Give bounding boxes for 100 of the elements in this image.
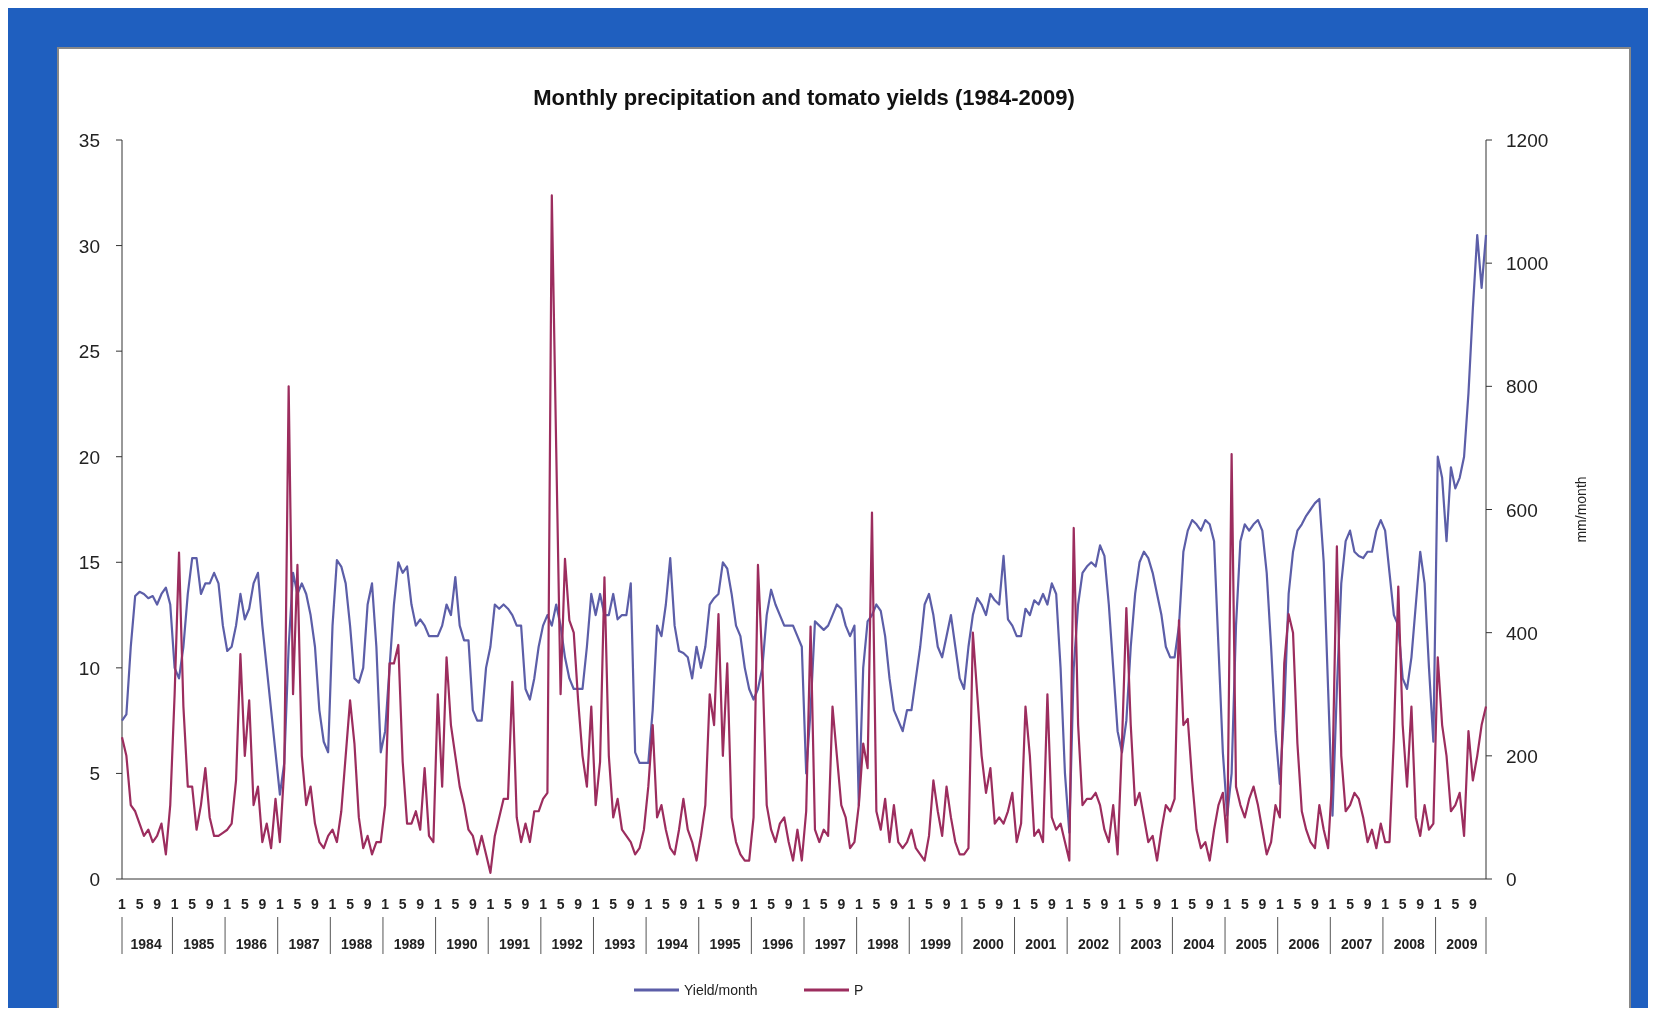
y-tick-label: 20 bbox=[78, 446, 100, 468]
legend-label: P bbox=[854, 982, 864, 998]
x-tick-label: 1 bbox=[1118, 896, 1127, 912]
x-tick-label: 5 bbox=[556, 896, 565, 912]
x-tick-label: 1 bbox=[1223, 896, 1232, 912]
text: 1995 bbox=[709, 936, 741, 952]
x-tick-label: 1 bbox=[1065, 896, 1074, 912]
y2-tick-label: 200 bbox=[1506, 745, 1538, 767]
x-tick-label: 5 bbox=[1135, 896, 1144, 912]
x-tick-label: 5 bbox=[1451, 896, 1460, 912]
x-tick-label: 1 bbox=[275, 896, 284, 912]
x-tick-label: 1 bbox=[1012, 896, 1021, 912]
x-tick-label: 1 bbox=[644, 896, 653, 912]
y-tick-label: 0 bbox=[89, 869, 100, 890]
text: 1997 bbox=[814, 936, 847, 952]
text: 2005 bbox=[1235, 936, 1268, 952]
x-tick-label: 9 bbox=[205, 896, 214, 912]
x-tick-label: 1 bbox=[697, 896, 706, 912]
legend-label: Yield/month bbox=[684, 982, 758, 998]
x-tick-label: 1 bbox=[960, 896, 969, 912]
x-tick-label: 5 bbox=[451, 896, 460, 912]
x-tick-label: 5 bbox=[293, 896, 302, 912]
x-tick-label: 9 bbox=[153, 896, 162, 912]
x-tick-label: 5 bbox=[714, 896, 723, 912]
y2-tick-label: 0 bbox=[1506, 869, 1517, 890]
text: 1989 bbox=[393, 936, 426, 952]
y-tick-label: 5 bbox=[89, 763, 100, 785]
x-tick-label: 5 bbox=[188, 896, 197, 912]
x-tick-label: 9 bbox=[732, 896, 741, 912]
text: 1993 bbox=[604, 936, 636, 952]
x-tick-label: 1 bbox=[1433, 896, 1442, 912]
x-tick-label: 5 bbox=[240, 896, 249, 912]
text: 2003 bbox=[1130, 936, 1162, 952]
x-tick-label: 1 bbox=[118, 896, 127, 912]
x-tick-label: 9 bbox=[468, 896, 477, 912]
text: 2001 bbox=[1025, 936, 1057, 952]
text: 1984 bbox=[130, 936, 162, 952]
x-tick-label: 5 bbox=[925, 896, 934, 912]
x-tick-label: 9 bbox=[1363, 896, 1372, 912]
x-tick-label: 1 bbox=[802, 896, 811, 912]
x-tick-label: 9 bbox=[258, 896, 267, 912]
x-tick-label: 9 bbox=[1416, 896, 1425, 912]
text: 2006 bbox=[1288, 936, 1320, 952]
y-tick-label: 15 bbox=[78, 552, 100, 574]
x-tick-label: 1 bbox=[591, 896, 600, 912]
x-tick-label: 5 bbox=[872, 896, 881, 912]
x-tick-label: 5 bbox=[1240, 896, 1249, 912]
x-tick-label: 5 bbox=[135, 896, 144, 912]
x-tick-label: 9 bbox=[574, 896, 583, 912]
text: 1988 bbox=[341, 936, 373, 952]
text: 1986 bbox=[235, 936, 268, 952]
x-tick-label: 1 bbox=[907, 896, 916, 912]
x-tick-label: 9 bbox=[995, 896, 1004, 912]
x-tick-label: 1 bbox=[1275, 896, 1284, 912]
x-tick-label: 9 bbox=[1311, 896, 1320, 912]
x-tick-label: 1 bbox=[381, 896, 390, 912]
x-tick-label: 1 bbox=[486, 896, 495, 912]
y-tick-label: 30 bbox=[78, 235, 100, 257]
x-tick-label: 1 bbox=[223, 896, 232, 912]
x-tick-label: 9 bbox=[784, 896, 793, 912]
y2-tick-label: 600 bbox=[1506, 499, 1538, 521]
x-tick-label: 9 bbox=[416, 896, 425, 912]
text: 1987 bbox=[288, 936, 320, 952]
y-tick-label: 10 bbox=[78, 657, 100, 679]
y2-tick-label: 400 bbox=[1506, 622, 1538, 644]
text: 2008 bbox=[1393, 936, 1426, 952]
x-tick-label: 5 bbox=[977, 896, 986, 912]
x-tick-label: 1 bbox=[1381, 896, 1390, 912]
x-tick-label: 5 bbox=[1030, 896, 1039, 912]
y2-tick-label: 1000 bbox=[1506, 253, 1549, 275]
x-tick-label: 5 bbox=[1082, 896, 1091, 912]
x-tick-label: 1 bbox=[328, 896, 337, 912]
text: 2004 bbox=[1183, 936, 1215, 952]
text: 1992 bbox=[551, 936, 583, 952]
x-tick-label: 5 bbox=[346, 896, 355, 912]
x-tick-label: 5 bbox=[398, 896, 407, 912]
x-tick-label: 5 bbox=[1188, 896, 1197, 912]
x-tick-label: 1 bbox=[854, 896, 863, 912]
x-tick-label: 1 bbox=[539, 896, 548, 912]
x-tick-label: 5 bbox=[1398, 896, 1407, 912]
x-tick-label: 9 bbox=[1047, 896, 1056, 912]
y-tick-label: 25 bbox=[78, 341, 100, 363]
x-tick-label: 1 bbox=[1170, 896, 1179, 912]
text: 2000 bbox=[972, 936, 1004, 952]
y2-axis-title: mm/month bbox=[1573, 476, 1589, 543]
text: 1991 bbox=[498, 936, 531, 952]
x-tick-label: 9 bbox=[1205, 896, 1214, 912]
x-tick-label: 1 bbox=[749, 896, 758, 912]
x-tick-label: 9 bbox=[311, 896, 320, 912]
text: 2002 bbox=[1077, 936, 1110, 952]
y2-tick-label: 1200 bbox=[1506, 130, 1549, 151]
x-tick-label: 9 bbox=[1100, 896, 1109, 912]
x-tick-label: 9 bbox=[363, 896, 372, 912]
x-tick-label: 5 bbox=[661, 896, 670, 912]
x-tick-label: 5 bbox=[1346, 896, 1355, 912]
x-tick-label: 9 bbox=[837, 896, 846, 912]
x-tick-label: 1 bbox=[1328, 896, 1337, 912]
x-tick-label: 9 bbox=[679, 896, 688, 912]
text: 2009 bbox=[1446, 936, 1478, 952]
text: 1985 bbox=[183, 936, 215, 952]
